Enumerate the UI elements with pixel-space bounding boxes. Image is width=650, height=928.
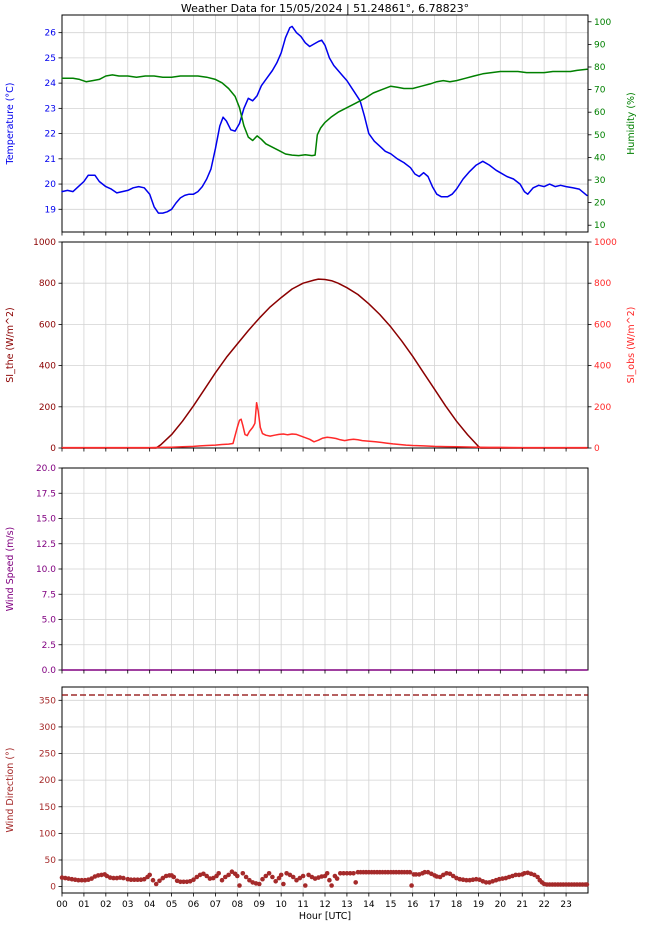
svg-text:26: 26 (45, 29, 57, 39)
solar-irradiance-left-axis-label: SI_the (W/m^2) (5, 307, 16, 382)
svg-text:50: 50 (594, 131, 606, 141)
svg-text:50: 50 (45, 856, 57, 866)
svg-text:12.5: 12.5 (36, 540, 56, 550)
svg-text:800: 800 (39, 279, 56, 289)
svg-text:0.0: 0.0 (42, 666, 57, 676)
temperature-humidity-left-axis-label: Temperature (°C) (5, 83, 16, 166)
solar-irradiance-right-axis-label: SI_obs (W/m^2) (626, 307, 637, 384)
wind-direction-grid (61, 687, 588, 893)
svg-text:10.0: 10.0 (36, 565, 56, 575)
svg-text:02: 02 (100, 900, 111, 910)
chart-temperature-humidity: 19 20 21 22 23 24 25 26 10 20 30 40 50 60 70 80 90 100 Tem… (5, 14, 637, 236)
svg-text:7.5: 7.5 (42, 590, 56, 600)
svg-text:15.0: 15.0 (36, 515, 56, 525)
svg-text:0: 0 (50, 883, 56, 893)
wind-speed-ticks: 0.0 2.5 5.0 7.5 10.0 12.5 15.0 17.5 20.0 (36, 464, 567, 676)
svg-text:21: 21 (517, 900, 528, 910)
svg-text:70: 70 (594, 86, 606, 96)
svg-text:13: 13 (341, 900, 352, 910)
svg-text:20: 20 (495, 900, 507, 910)
svg-text:01: 01 (78, 900, 89, 910)
svg-text:16: 16 (407, 900, 419, 910)
svg-text:15: 15 (385, 900, 396, 910)
svg-text:03: 03 (122, 900, 133, 910)
svg-text:40: 40 (594, 153, 606, 163)
svg-text:05: 05 (166, 900, 177, 910)
svg-text:20.0: 20.0 (36, 464, 56, 474)
series-temperature (61, 25, 588, 214)
svg-text:1000: 1000 (33, 238, 56, 248)
temperature-humidity-right-axis-label: Humidity (%) (626, 92, 637, 155)
wind-speed-left-axis-label: Wind Speed (m/s) (5, 527, 16, 612)
svg-text:07: 07 (210, 900, 221, 910)
svg-text:22: 22 (45, 130, 56, 140)
svg-text:17.5: 17.5 (36, 489, 56, 499)
svg-text:10: 10 (594, 221, 606, 231)
svg-text:10: 10 (275, 900, 287, 910)
svg-text:06: 06 (188, 900, 200, 910)
svg-text:400: 400 (39, 362, 56, 372)
svg-text:11: 11 (297, 900, 308, 910)
svg-text:250: 250 (39, 750, 56, 760)
series-wind-direction (59, 869, 590, 888)
svg-text:600: 600 (594, 320, 611, 330)
svg-text:08: 08 (232, 900, 244, 910)
svg-text:200: 200 (39, 403, 56, 413)
svg-text:23: 23 (45, 104, 56, 114)
chart-wind-speed: 0.0 2.5 5.0 7.5 10.0 12.5 15.0 17.5 20.0 Wind Spe… (5, 464, 589, 676)
series-si-theoretical (61, 278, 588, 449)
svg-text:800: 800 (594, 279, 611, 289)
temperature-humidity-ticks: 19 20 21 22 23 24 25 26 10 20 30 40 50 60 70 80 90 100 (45, 18, 611, 236)
svg-text:14: 14 (363, 900, 375, 910)
chart-wind-direction: 0 50 100 150 200 250 300 350 00 01 02 03 04 05 06 07 08 0… (5, 686, 590, 910)
svg-text:5.0: 5.0 (42, 616, 57, 626)
wind-speed-grid (61, 467, 588, 671)
series-si-observed (61, 401, 588, 449)
svg-text:18: 18 (451, 900, 463, 910)
svg-text:09: 09 (254, 900, 266, 910)
svg-text:25: 25 (45, 54, 56, 64)
svg-text:19: 19 (473, 900, 485, 910)
figure-title: Weather Data for 15/05/2024 | 51.24861°,… (180, 2, 470, 15)
svg-text:60: 60 (594, 108, 606, 118)
svg-text:24: 24 (45, 79, 57, 89)
svg-text:0: 0 (50, 444, 56, 454)
wind-direction-ticks: 0 50 100 150 200 250 300 350 00 01 02 03 04 05 06 07 08 0… (39, 696, 572, 910)
svg-text:150: 150 (39, 803, 56, 813)
svg-text:2.5: 2.5 (42, 641, 56, 651)
svg-text:90: 90 (594, 40, 606, 50)
svg-text:00: 00 (56, 900, 68, 910)
svg-text:23: 23 (560, 900, 571, 910)
wind-direction-left-axis-label: Wind Direction (°) (5, 748, 16, 833)
solar-irradiance-grid (61, 241, 588, 449)
svg-text:350: 350 (39, 696, 56, 706)
chart-solar-irradiance: 0 200 400 600 800 1000 0 200 400 600 800 1000 SI_the… (5, 238, 637, 454)
series-humidity (61, 68, 588, 157)
svg-text:12: 12 (319, 900, 330, 910)
svg-text:0: 0 (594, 444, 600, 454)
svg-text:80: 80 (594, 63, 606, 73)
svg-text:300: 300 (39, 723, 56, 733)
svg-text:100: 100 (39, 829, 56, 839)
solar-irradiance-ticks: 0 200 400 600 800 1000 0 200 400 600 800 1000 (33, 238, 617, 454)
svg-text:20: 20 (45, 180, 57, 190)
svg-text:19: 19 (45, 205, 57, 215)
svg-text:100: 100 (594, 18, 611, 28)
svg-text:1000: 1000 (594, 238, 617, 248)
svg-text:400: 400 (594, 362, 611, 372)
svg-text:17: 17 (429, 900, 440, 910)
svg-text:04: 04 (144, 900, 156, 910)
svg-text:200: 200 (594, 403, 611, 413)
svg-text:20: 20 (594, 199, 606, 209)
svg-text:600: 600 (39, 320, 56, 330)
x-axis-label: Hour [UTC] (298, 911, 352, 922)
svg-text:30: 30 (594, 176, 606, 186)
svg-text:21: 21 (45, 155, 56, 165)
svg-text:22: 22 (538, 900, 549, 910)
svg-text:200: 200 (39, 776, 56, 786)
temperature-humidity-grid (61, 15, 588, 232)
